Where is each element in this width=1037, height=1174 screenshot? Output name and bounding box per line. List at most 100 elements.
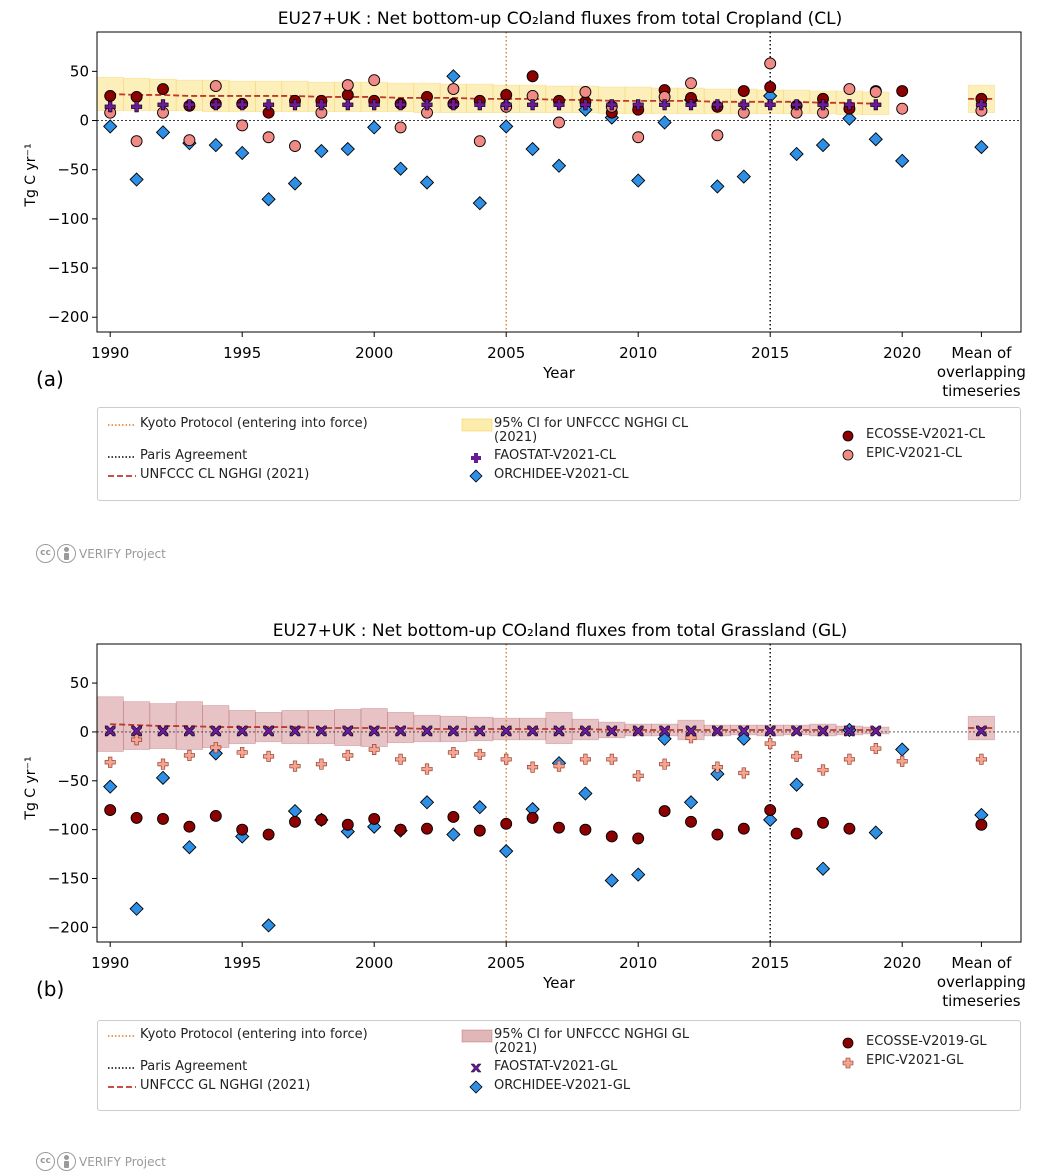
legend-label: Kyoto Protocol (entering into force): [140, 416, 368, 431]
legend-label: UNFCCC CL NGHGI (2021): [140, 467, 310, 482]
data-point: [499, 119, 514, 134]
legend-item-epic: EPIC-V2021-GL: [832, 1054, 987, 1073]
by-icon: [57, 1152, 76, 1171]
data-point: [685, 77, 697, 90]
legend-item-paris: Paris Agreement: [106, 1060, 380, 1079]
data-point: [525, 141, 540, 157]
data-point: [580, 725, 591, 737]
data-point: [367, 819, 382, 834]
series-orchidee-v2021-cl: [103, 69, 989, 211]
data-point: [263, 725, 274, 737]
data-point: [474, 99, 486, 111]
data-point: [526, 70, 539, 83]
diamond-marker-icon: [469, 469, 483, 483]
data-point: [473, 135, 486, 148]
data-point: [843, 822, 856, 835]
legend-item-nghgi: UNFCCC GL NGHGI (2021): [106, 1079, 380, 1098]
data-point: [236, 823, 249, 836]
data-point: [419, 175, 435, 190]
data-point: [606, 753, 618, 765]
chart-title: EU27+UK : Net bottom-up CO₂land fluxes f…: [278, 9, 843, 29]
ci-band-segment: [175, 701, 203, 750]
data-point: [447, 810, 460, 823]
ci-band: [96, 696, 996, 752]
data-point: [367, 120, 382, 135]
data-point: [130, 90, 143, 103]
legend-item-orchidee: ORCHIDEE-V2021-CL: [460, 468, 704, 487]
credit-cropland: cc VERIFY Project: [36, 544, 166, 563]
data-point: [632, 131, 645, 144]
data-point: [553, 760, 565, 772]
data-point: [553, 116, 565, 129]
dotted-line-icon: [108, 424, 136, 426]
data-point: [421, 725, 433, 737]
data-point: [817, 816, 829, 829]
data-point: [817, 99, 829, 111]
data-point: [659, 725, 670, 737]
data-point: [710, 766, 725, 782]
data-point: [843, 83, 856, 95]
cc-icon: cc: [36, 1152, 55, 1171]
y-tick-label: −150: [48, 259, 89, 277]
data-point: [895, 742, 910, 757]
y-axis-label: Tg C yr⁻¹: [23, 756, 39, 820]
y-tick-label: −100: [48, 210, 89, 228]
data-point: [738, 725, 750, 737]
data-point: [500, 89, 513, 101]
data-point: [447, 746, 459, 758]
data-point: [104, 756, 116, 768]
y-tick-label: 50: [70, 62, 89, 80]
data-point: [815, 137, 831, 153]
data-point: [737, 85, 750, 97]
data-point: [421, 822, 433, 835]
data-point: [104, 725, 116, 737]
data-point: [817, 764, 829, 776]
data-point: [738, 99, 750, 111]
x-tick-label: 2005: [487, 954, 525, 972]
legend-item-paris: Paris Agreement: [106, 449, 380, 468]
series-faostat-v2021-gl: [104, 725, 987, 737]
nghgi-line: [110, 93, 876, 105]
data-point: [315, 99, 327, 111]
y-tick-label: −150: [48, 869, 89, 887]
figure-grassland: EU27+UK : Net bottom-up CO₂land fluxes f…: [0, 598, 1037, 1018]
data-point: [157, 83, 169, 95]
data-point: [579, 99, 591, 111]
data-point: [711, 99, 723, 111]
data-point: [289, 140, 301, 153]
data-point: [605, 830, 618, 843]
data-point: [104, 804, 117, 817]
x-tick-label: 1990: [91, 344, 129, 362]
mean-tick-label: timeseries: [942, 992, 1020, 1010]
data-point: [315, 813, 328, 826]
data-point: [262, 131, 275, 144]
data-point: [736, 169, 751, 184]
ci-band-segment: [202, 705, 230, 748]
data-point: [342, 99, 354, 111]
data-point: [368, 99, 380, 111]
data-point: [182, 840, 197, 855]
data-point: [553, 821, 565, 834]
x-tick-label: 1995: [223, 344, 261, 362]
legend-item-ci: 95% CI for UNFCCC NGHGI GL (2021): [460, 1028, 704, 1060]
data-point: [764, 99, 776, 111]
series-epic-v2021-gl: [104, 732, 987, 782]
data-point: [208, 137, 223, 153]
data-point: [104, 101, 116, 113]
data-point: [868, 825, 883, 840]
data-point: [632, 770, 644, 782]
data-point: [421, 99, 433, 111]
data-point: [790, 827, 803, 840]
data-point: [235, 145, 250, 161]
legend-item-kyoto: Kyoto Protocol (entering into force): [106, 417, 380, 449]
data-point: [263, 99, 275, 111]
data-point: [183, 749, 195, 761]
mean-point: [976, 725, 987, 737]
y-tick-label: −200: [48, 918, 89, 936]
data-point: [659, 99, 671, 111]
x-tick-label: 2020: [883, 954, 921, 972]
data-point: [130, 811, 143, 824]
panel-label: (a): [36, 367, 64, 391]
data-point: [129, 901, 144, 916]
data-point: [183, 134, 196, 147]
